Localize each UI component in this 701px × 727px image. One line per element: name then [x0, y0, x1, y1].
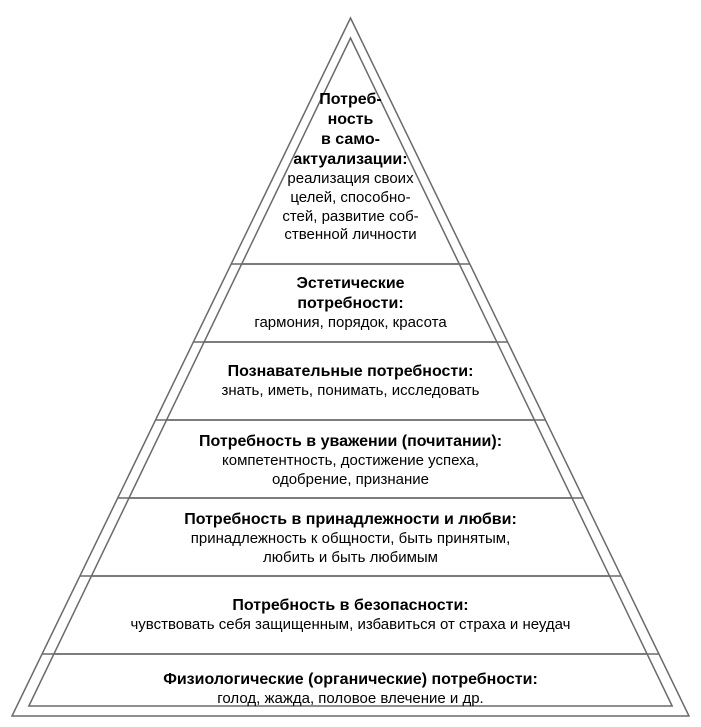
level-title: Потребность в принадлежности и любви: [0, 510, 701, 530]
level-desc: реализация своихцелей, способно-стей, ра… [0, 170, 701, 245]
level-title: Потребность в уважении (почитании): [0, 432, 701, 452]
level-desc: чувствовать себя защищенным, избавиться … [0, 616, 701, 635]
level-title: Физиологические (органические) потребнос… [0, 670, 701, 690]
pyramid-diagram: Потреб-ностьв само-актуализации:реализац… [0, 0, 701, 727]
level-esteem: Потребность в уважении (почитании):компе… [0, 432, 701, 490]
level-desc: гармония, порядок, красота [0, 314, 701, 333]
level-title: Потреб-ностьв само-актуализации: [0, 90, 701, 170]
level-title: Познавательные потребности: [0, 362, 701, 382]
level-cognitive: Познавательные потребности:знать, иметь,… [0, 362, 701, 401]
level-safety: Потребность в безопасности:чувствовать с… [0, 596, 701, 635]
level-desc: голод, жажда, половое влечение и др. [0, 690, 701, 709]
level-desc: знать, иметь, понимать, исследовать [0, 382, 701, 401]
level-aesthetic: Эстетическиепотребности:гармония, порядо… [0, 274, 701, 333]
level-self-actualization: Потреб-ностьв само-актуализации:реализац… [0, 90, 701, 245]
level-physiological: Физиологические (органические) потребнос… [0, 670, 701, 709]
level-belonging: Потребность в принадлежности и любви:при… [0, 510, 701, 568]
level-title: Потребность в безопасности: [0, 596, 701, 616]
level-desc: компетентность, достижение успеха,одобре… [0, 452, 701, 490]
level-title: Эстетическиепотребности: [0, 274, 701, 314]
level-desc: принадлежность к общности, быть принятым… [0, 530, 701, 568]
